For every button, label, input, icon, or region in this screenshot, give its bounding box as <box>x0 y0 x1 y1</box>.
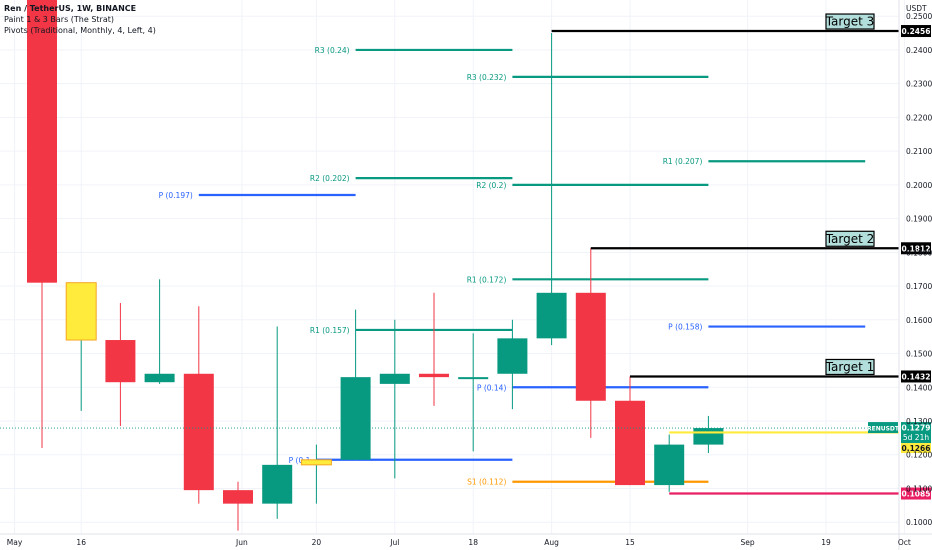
price-tick-label: 0.1100 <box>906 484 932 493</box>
candles <box>27 0 724 531</box>
pivot-label: P (0.197) <box>159 191 193 200</box>
candle-body <box>654 444 685 486</box>
price-tag <box>901 370 931 383</box>
price-axis-currency: USDT <box>906 4 927 13</box>
price-tick-label: 0.2200 <box>906 113 932 122</box>
time-tick-label: Jul <box>389 538 399 547</box>
current-price-label: 0.1279 <box>902 424 931 433</box>
candle-body <box>105 340 136 383</box>
price-tick-label: 0.1300 <box>906 417 932 426</box>
candle-body <box>693 428 724 445</box>
price-tick-label: 0.1900 <box>906 215 932 224</box>
time-tick-label: Aug <box>544 538 559 547</box>
candle-body <box>340 377 371 460</box>
price-tick-label: 0.1400 <box>906 383 932 392</box>
price-tick-label: 0.2000 <box>906 181 932 190</box>
grid-lines <box>0 0 905 534</box>
pivot-label: P (0.14) <box>477 383 507 392</box>
bar-countdown-label: 5d 21h <box>903 433 929 442</box>
pivot-label: R2 (0.202) <box>310 174 350 183</box>
current-price-tag <box>901 422 931 444</box>
price-tick-label: 0.1200 <box>906 451 932 460</box>
time-tick-label: Jun <box>235 538 248 547</box>
pivot-label: S1 (0.112) <box>467 478 506 487</box>
price-tag <box>901 242 931 255</box>
pivot-label: R1 (0.172) <box>467 275 507 284</box>
candle-body <box>379 373 410 384</box>
time-axis[interactable]: May 16 Jun 20 Jul 18 Aug 15 Sep 19 Oct <box>0 533 932 547</box>
price-tick-label: 0.2100 <box>906 147 932 156</box>
price-tag <box>901 25 931 38</box>
price-tag-label: 0.1812 <box>902 244 931 253</box>
candle-body <box>458 377 489 380</box>
candle-body <box>223 490 253 504</box>
yellow-price-label: 0.1266 <box>902 444 931 453</box>
price-tick-label: 0.2500 <box>906 12 932 21</box>
price-tick-label: 0.1500 <box>906 350 932 359</box>
price-tick-label: 0.2400 <box>906 46 932 55</box>
target-label-box <box>825 230 875 247</box>
time-tick-label: 19 <box>821 538 831 547</box>
candle-body <box>419 373 449 378</box>
time-tick-label: Oct <box>898 538 911 547</box>
pivot-label: R1 (0.207) <box>663 157 703 166</box>
candle-body <box>497 338 528 374</box>
target-label: Target 2 <box>825 232 875 246</box>
time-tick-label: May <box>7 538 23 547</box>
pivot-label: R1 (0.157) <box>310 326 350 335</box>
price-tag <box>901 487 931 500</box>
candle-body <box>575 292 606 401</box>
candle-body <box>65 282 97 341</box>
time-tick-label: 15 <box>625 538 635 547</box>
time-tick-label: 18 <box>468 538 478 547</box>
pivot-label: P (0.1 <box>289 456 311 465</box>
pivot-label: R3 (0.24) <box>315 46 350 55</box>
price-tag-label: 0.2456 <box>902 27 931 36</box>
candle-body <box>615 400 645 486</box>
target-label: Target 1 <box>825 360 875 374</box>
price-tick-label: 0.1600 <box>906 316 932 325</box>
candle-body <box>144 373 175 383</box>
target-label-box <box>825 358 875 376</box>
price-tag-label: 0.1432 <box>902 372 931 381</box>
indicator-strat[interactable]: Paint 1 & 3 Bars (The Strat) <box>4 15 114 24</box>
yellow-price-tag <box>901 443 931 454</box>
price-tick-label: 0.1700 <box>906 282 932 291</box>
indicator-pivots[interactable]: Pivots (Traditional, Monthly, 4, Left, 4… <box>4 26 156 35</box>
target-label-box <box>825 13 875 30</box>
symbol-tag-label: RENUSDT <box>867 426 900 433</box>
candle-body <box>183 373 214 491</box>
candle-body <box>262 464 293 504</box>
candle-body <box>27 0 57 283</box>
price-tick-label: 0.2300 <box>906 80 932 89</box>
target-lines: Target 3 0.2456 Target 2 0.1812 Target 1 0.14… <box>0 13 931 500</box>
price-tag-label: 0.1085 <box>902 490 931 499</box>
price-tick-label: 0.1000 <box>906 518 932 527</box>
pivot-label: R2 (0.2) <box>476 181 506 190</box>
candle-body <box>536 292 567 339</box>
time-tick-label: Sep <box>741 538 755 547</box>
price-axis[interactable]: 0.1000 0.1100 0.1200 0.1300 0.1400 0.1500 0.16… <box>898 0 932 550</box>
symbol-title[interactable]: Ren / TetherUS, 1W, BINANCE <box>4 4 137 13</box>
price-tick-label: 0.1800 <box>906 248 932 257</box>
symbol-tag <box>868 422 898 434</box>
pivot-label: R3 (0.232) <box>467 73 507 82</box>
candle-body <box>300 459 332 466</box>
pivot-label: P (0.158) <box>668 323 702 332</box>
target-label: Target 3 <box>825 15 875 29</box>
time-tick-label: 20 <box>312 538 322 547</box>
time-tick-label: 16 <box>76 538 86 547</box>
